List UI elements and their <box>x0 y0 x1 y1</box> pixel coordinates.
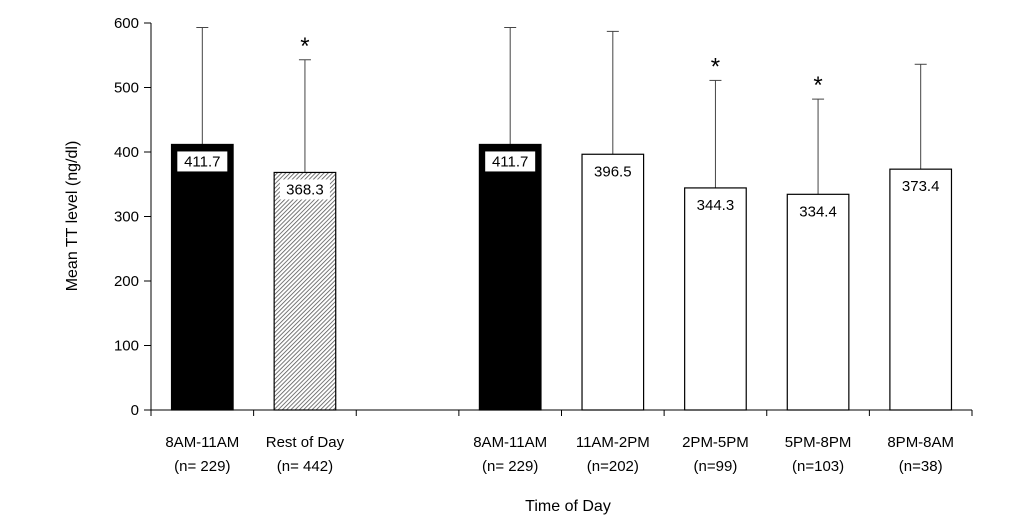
y-tick-label: 600 <box>114 15 139 32</box>
y-tick-label: 200 <box>114 273 139 290</box>
data-label-box <box>279 179 330 200</box>
x-tick-sublabel: (n=99) <box>694 458 738 475</box>
x-tick-sublabel: (n= 229) <box>174 458 230 475</box>
x-tick-label: Rest of Day <box>266 434 345 451</box>
data-label: 396.5 <box>594 163 632 180</box>
y-tick-label: 300 <box>114 209 139 226</box>
x-tick-sublabel: (n=103) <box>792 458 844 475</box>
x-tick-label: 5PM-8PM <box>785 434 852 451</box>
bar <box>273 171 337 411</box>
bar <box>478 143 542 411</box>
bar <box>889 168 953 411</box>
plot-area: 0 100 200 300 400 500 600 8AM-11AM (n= 229) 411.7… <box>114 15 973 475</box>
y-tick-label: 500 <box>114 80 139 97</box>
x-axis-title: Time of Day <box>525 498 611 515</box>
x-tick-sublabel: (n=202) <box>587 458 639 475</box>
data-label: 344.3 <box>697 197 735 214</box>
x-tick-label: 2PM-5PM <box>682 434 749 451</box>
x-tick-sublabel: (n= 229) <box>482 458 538 475</box>
bar <box>786 193 850 411</box>
data-label: 373.4 <box>902 178 940 195</box>
data-label: 334.4 <box>799 203 837 220</box>
data-label: 368.3 <box>286 181 324 198</box>
data-label: 411.7 <box>492 153 528 170</box>
x-tick-label: 8AM-11AM <box>165 434 239 451</box>
x-tick-sublabel: (n=38) <box>899 458 943 475</box>
bar <box>684 187 747 411</box>
x-tick-label: 8AM-11AM <box>473 434 547 451</box>
significance-marker: * <box>300 33 309 60</box>
data-label-box <box>177 151 228 172</box>
y-tick-label: 100 <box>114 338 139 355</box>
y-tick-label: 400 <box>114 144 139 161</box>
x-tick-label: 11AM-2PM <box>576 434 650 451</box>
y-tick-label: 0 <box>131 402 139 419</box>
data-label: 411.7 <box>184 153 220 170</box>
bar <box>581 153 645 411</box>
y-axis-title: Mean TT level (ng/dl) <box>64 141 81 292</box>
bar <box>170 143 234 411</box>
significance-marker: * <box>813 72 822 99</box>
data-label-box <box>485 151 536 172</box>
x-tick-label: 8PM-8AM <box>887 434 954 451</box>
significance-marker: * <box>711 53 720 80</box>
x-tick-sublabel: (n= 442) <box>277 458 333 475</box>
